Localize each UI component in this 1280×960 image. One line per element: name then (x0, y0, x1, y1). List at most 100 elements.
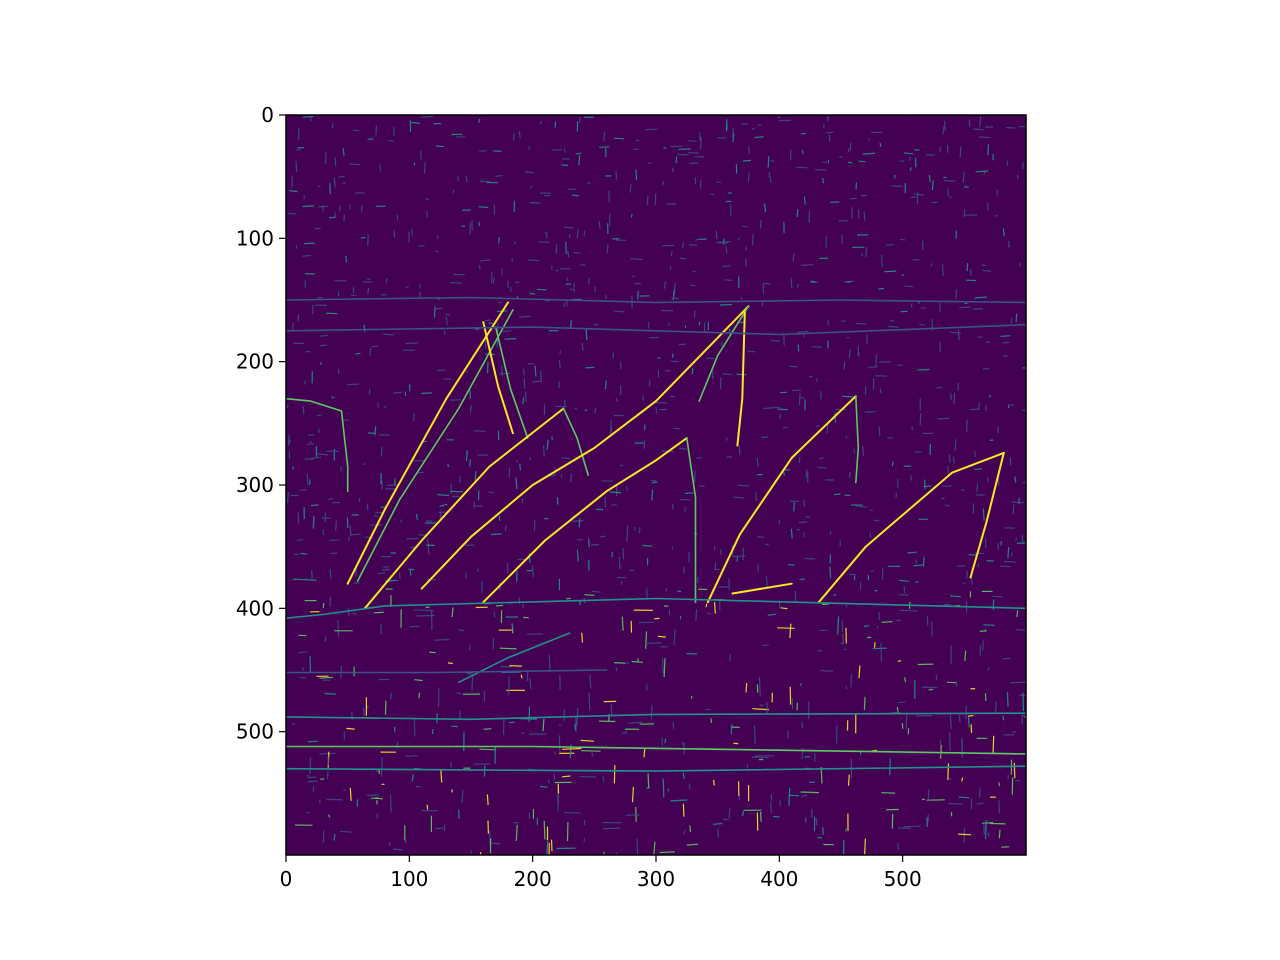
texture-mark (1016, 542, 1026, 544)
edge-line-11 (706, 395, 857, 604)
edge-line-17 (286, 712, 1026, 721)
texture-mark (889, 320, 895, 322)
texture-mark (863, 696, 866, 710)
texture-mark (855, 322, 867, 325)
y-axis: 0 100 200 300 400 500 (236, 103, 286, 744)
texture-mark (502, 717, 505, 736)
texture-mark (316, 414, 322, 417)
texture-mark (982, 508, 985, 521)
texture-mark (461, 790, 464, 803)
texture-mark (615, 667, 618, 672)
texture-mark (845, 604, 848, 608)
texture-mark (792, 253, 795, 262)
texture-mark (807, 701, 810, 720)
texture-mark (345, 255, 348, 263)
texture-mark (998, 782, 1001, 787)
texture-mark (317, 428, 320, 433)
texture-mark (307, 740, 318, 743)
texture-mark (584, 594, 595, 596)
texture-mark (958, 714, 961, 723)
texture-mark (300, 552, 308, 555)
texture-mark (574, 407, 578, 410)
x-tick-label-5: 500 (884, 867, 922, 891)
texture-mark (297, 538, 304, 541)
texture-mark (291, 723, 296, 725)
texture-mark (350, 533, 361, 536)
texture-mark (406, 537, 419, 540)
texture-mark (863, 211, 866, 221)
texture-mark (645, 631, 648, 649)
texture-mark (1021, 534, 1024, 544)
texture-mark (529, 457, 532, 461)
texture-mark (747, 350, 756, 353)
texture-mark (329, 596, 332, 608)
texture-mark (457, 629, 465, 632)
texture-mark (958, 796, 970, 799)
texture-mark (714, 602, 716, 614)
texture-mark (447, 463, 450, 468)
texture-mark (705, 603, 708, 608)
texture-mark (788, 563, 795, 566)
texture-mark (797, 330, 809, 333)
texture-mark (367, 234, 369, 246)
texture-mark (994, 214, 999, 217)
texture-mark (928, 688, 933, 691)
texture-mark (631, 660, 644, 663)
texture-mark (845, 828, 847, 832)
texture-mark (561, 164, 569, 167)
texture-mark (520, 674, 523, 679)
texture-mark (603, 131, 606, 141)
texture-mark (741, 123, 748, 125)
texture-mark (515, 477, 518, 489)
texture-mark (313, 519, 315, 530)
texture-mark (1010, 681, 1026, 684)
texture-mark (746, 764, 749, 769)
texture-mark (1015, 537, 1017, 541)
texture-mark (710, 193, 715, 196)
texture-mark (736, 556, 739, 562)
texture-mark (498, 236, 500, 244)
texture-mark (998, 800, 1001, 814)
texture-mark (540, 370, 543, 382)
texture-mark (405, 755, 418, 757)
texture-mark (337, 619, 340, 637)
texture-mark (985, 820, 987, 840)
texture-mark (897, 660, 902, 662)
texture-mark (1022, 409, 1026, 412)
texture-mark (562, 775, 571, 778)
texture-mark (470, 850, 473, 854)
texture-mark (863, 625, 870, 628)
texture-mark (519, 315, 531, 318)
y-tick-label-0: 0 (261, 103, 274, 127)
texture-mark (371, 345, 379, 348)
texture-mark (732, 555, 746, 558)
texture-mark (795, 528, 801, 531)
texture-mark (426, 211, 428, 218)
texture-mark (416, 471, 424, 474)
texture-mark (473, 430, 486, 432)
texture-mark (879, 142, 882, 147)
texture-mark (983, 624, 995, 626)
texture-mark (797, 283, 799, 288)
texture-mark (706, 357, 715, 360)
texture-mark (353, 582, 361, 584)
texture-mark (576, 549, 579, 562)
y-tick-label-1: 100 (236, 226, 274, 250)
texture-mark (904, 677, 907, 683)
texture-mark (936, 386, 943, 389)
texture-mark (1016, 610, 1019, 617)
texture-mark (576, 228, 579, 239)
texture-mark (543, 820, 546, 840)
texture-mark (522, 397, 525, 405)
texture-mark (602, 776, 605, 782)
texture-mark (908, 156, 911, 161)
texture-mark (788, 365, 798, 368)
texture-mark (598, 220, 601, 230)
texture-mark (643, 747, 646, 758)
texture-mark (1022, 162, 1024, 170)
texture-mark (297, 512, 300, 524)
texture-mark (486, 794, 489, 805)
texture-mark (625, 486, 628, 492)
x-tick-label-0: 0 (280, 867, 293, 891)
texture-mark (309, 757, 312, 775)
